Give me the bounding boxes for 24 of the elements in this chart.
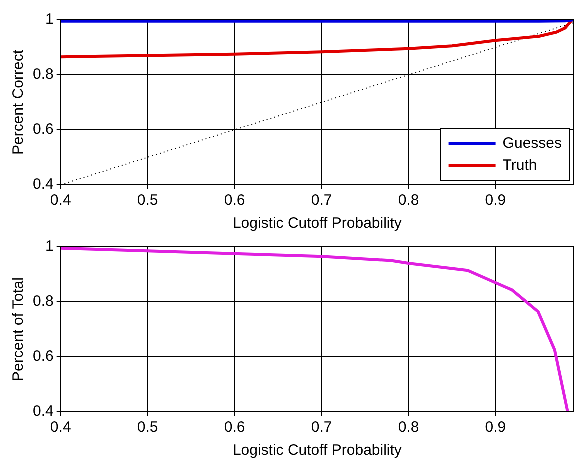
y-tick-label: 0.8: [32, 66, 54, 84]
x-tick-label: 0.6: [224, 192, 246, 210]
y-tick-label: 0.6: [32, 348, 54, 366]
y-tick-label: 1: [46, 11, 54, 28]
legend-label: Truth: [502, 157, 538, 174]
y-tick-label: 1: [46, 238, 54, 256]
y-axis-title: Percent of Total: [10, 278, 28, 382]
y-tick-label: 0.4: [32, 176, 54, 194]
y-tick-label: 0.8: [32, 293, 54, 310]
x-tick-label: 0.5: [137, 419, 158, 436]
x-tick-label: 0.8: [398, 192, 420, 210]
x-tick-label: 0.9: [485, 419, 506, 436]
x-tick-label: 0.5: [137, 192, 158, 210]
x-axis-title: Logistic Cutoff Probability: [232, 215, 402, 232]
y-tick-label: 0.4: [32, 403, 54, 420]
x-tick-label: 0.7: [311, 419, 332, 436]
x-tick-label: 0.9: [485, 192, 506, 210]
x-tick-label: 0.8: [398, 419, 420, 436]
legend-label: Guesses: [502, 135, 562, 152]
x-tick-label: 0.6: [224, 419, 246, 436]
x-axis-title: Logistic Cutoff Probability: [232, 442, 402, 460]
x-tick-label: 0.7: [311, 192, 332, 210]
y-axis-title: Percent Correct: [10, 49, 28, 156]
y-tick-label: 0.6: [32, 121, 54, 138]
